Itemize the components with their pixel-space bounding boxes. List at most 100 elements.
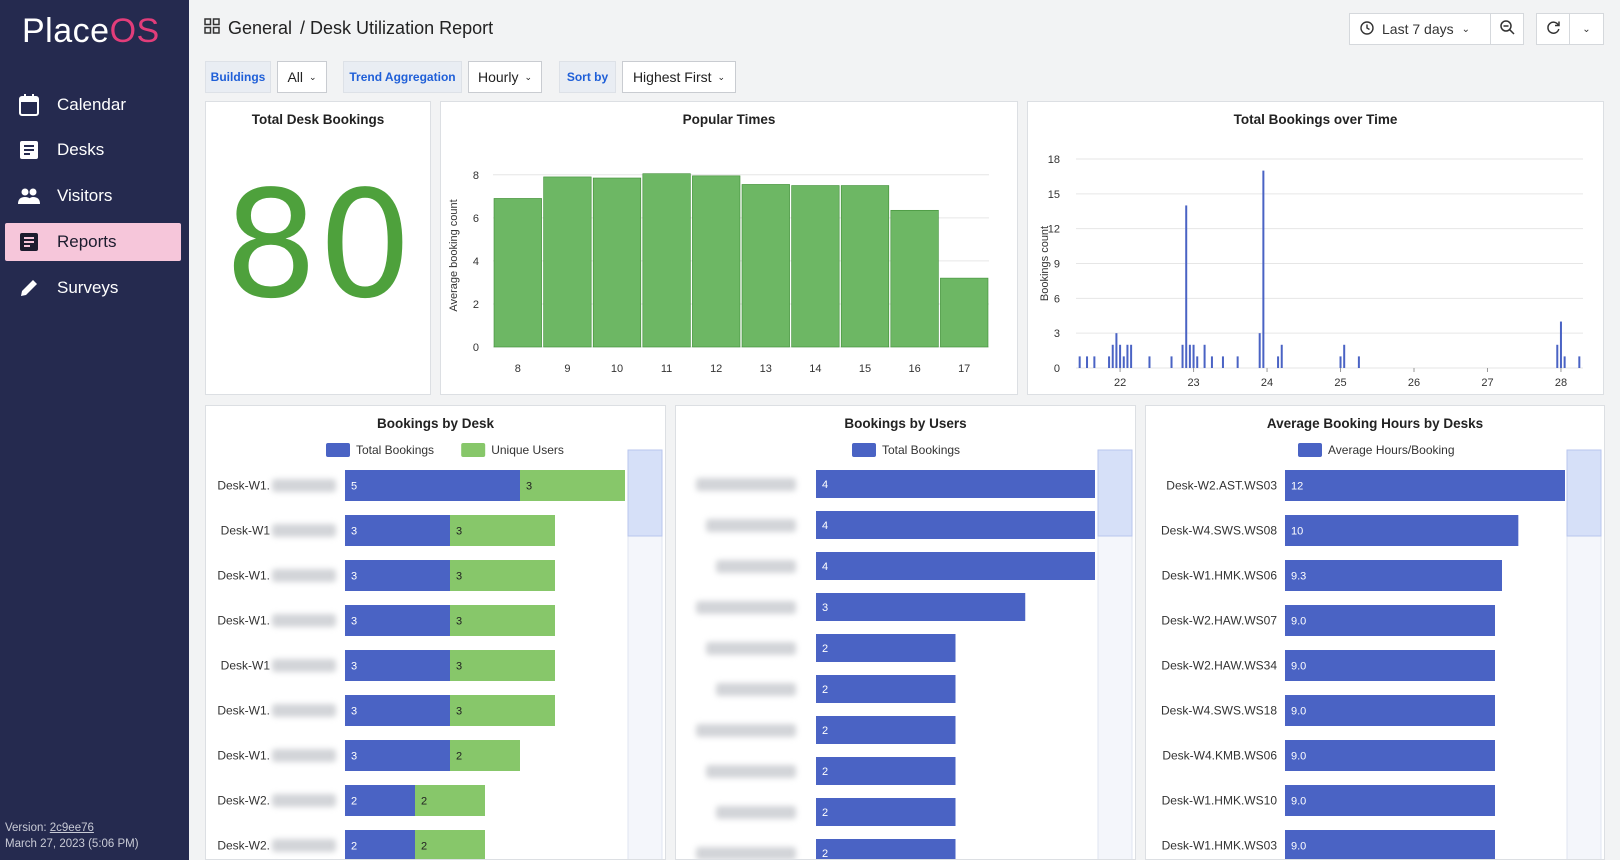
bar-average-hours [1285,695,1495,726]
sidebar-item-label: Visitors [57,186,113,205]
zoom-out-button[interactable] [1490,13,1524,45]
bar [940,277,989,348]
sidebar-item-label: Calendar [57,95,126,114]
bar-value-label: 9.0 [1291,616,1306,628]
y-tick-label: 6 [1054,293,1060,305]
sort-by-select[interactable]: Highest First ⌄ [622,61,736,93]
x-tick-label: 15 [859,363,871,375]
bar-average-hours [1285,650,1495,681]
redacted-label [272,704,336,717]
bar-average-hours [1285,470,1565,501]
sidebar-item-surveys[interactable]: Surveys [5,269,181,307]
bar [1210,356,1213,368]
category-label: Desk-W2.AST.WS03 [1166,479,1277,493]
category-label: Desk-W1.HMK.WS03 [1162,839,1278,853]
calendar-icon [17,93,41,117]
chevron-down-icon: ⌄ [1582,23,1591,35]
bar-value-label: 2 [822,848,828,860]
sidebar-item-calendar[interactable]: Calendar [5,86,181,124]
total-bookings-value: 80 [223,159,413,331]
y-tick-label: 2 [473,299,479,311]
x-tick-label: 9 [564,363,570,375]
x-tick-label: 17 [958,363,970,375]
bar [791,185,840,348]
bar [543,176,592,348]
version-date: March 27, 2023 (5:06 PM) [5,838,139,850]
bar-unique-users [450,560,555,591]
redacted-label [272,794,336,807]
trend-aggregation-select[interactable]: Hourly ⌄ [468,61,542,93]
x-tick-label: 23 [1187,377,1199,389]
zoom-out-icon [1499,20,1515,38]
clock-icon [1360,20,1374,38]
redacted-user-name [696,601,796,614]
redacted-user-name [706,765,796,778]
bar-value-label: 3 [456,661,462,673]
bookings-by-desk-chart: Total Bookings Unique Users Desk-W1. 5 3 Desk… [217,443,663,859]
category-label: Desk-W2. [217,794,270,808]
bar-unique-users [415,785,485,816]
y-tick-label: 0 [1054,363,1060,375]
sidebar-item-reports[interactable]: Reports [5,223,181,261]
category-label: Desk-W1 [221,524,271,538]
bar [1578,356,1581,368]
bar [1357,356,1360,368]
x-tick-label: 14 [809,363,821,375]
bar-total-bookings [345,605,450,636]
bar-value-label: 3 [822,602,828,614]
x-tick-label: 12 [710,363,722,375]
bar-value-label: 2 [351,796,357,808]
category-label: Desk-W1.HMK.WS06 [1162,569,1278,583]
time-range-picker[interactable]: Last 7 days ⌄ [1349,13,1491,45]
bar-total-bookings [816,757,956,785]
bar-value-label: 3 [456,571,462,583]
bar [1093,356,1096,368]
bar-value-label: 3 [456,706,462,718]
refresh-button[interactable] [1536,13,1570,45]
bar-total-bookings [345,695,450,726]
bar-average-hours [1285,830,1495,859]
x-tick-label: 24 [1261,377,1273,389]
trend-aggregation-label: Trend Aggregation [343,61,462,93]
redacted-user-name [706,519,796,532]
average-hours-chart: Average Hours/Booking Desk-W2.AST.WS03 12 D… [1161,443,1602,859]
buildings-filter-select[interactable]: All ⌄ [277,61,327,93]
refresh-interval-dropdown[interactable]: ⌄ [1569,13,1604,45]
buildings-filter-label: Buildings [205,61,271,93]
bar [1339,356,1342,368]
placeos-logo[interactable]: PlaceOS [22,12,160,51]
chevron-down-icon: ⌄ [524,71,532,82]
breadcrumb-root[interactable]: General [228,18,293,38]
version-hash-link[interactable]: 2c9ee76 [49,822,94,834]
bar-value-label: 2 [822,725,828,737]
sidebar-item-visitors[interactable]: Visitors [5,177,181,215]
x-tick-label: 28 [1555,377,1567,389]
legend-label: Average Hours/Booking [1328,443,1455,457]
legend-swatch [461,443,486,457]
category-label: Desk-W1.HMK.WS10 [1162,794,1278,808]
bar-value-label: 9.0 [1291,661,1306,673]
legend-swatch [1298,443,1322,457]
redacted-label [272,524,336,537]
bar [1148,356,1151,368]
bar [1196,356,1199,368]
y-tick-label: 3 [1054,328,1060,340]
redacted-label [272,839,336,852]
breadcrumb: General / Desk Utilization Report [204,18,493,39]
y-tick-label: 18 [1048,154,1060,166]
panel-title: Bookings by Desk [376,416,495,431]
bar [642,173,691,348]
redacted-label [272,479,336,492]
y-axis-label: Average booking count [448,199,460,311]
bar-value-label: 3 [351,706,357,718]
zoom-slider-handle [1097,449,1133,537]
x-tick-label: 25 [1334,377,1346,389]
sidebar-item-desks[interactable]: Desks [5,131,181,169]
bar [1262,170,1265,368]
version-label: Version: [5,822,47,834]
bar-unique-users [450,650,555,681]
bar [1126,344,1129,368]
bar [1559,321,1562,368]
dashboard-grid-icon[interactable] [204,18,220,39]
x-tick-label: 16 [908,363,920,375]
